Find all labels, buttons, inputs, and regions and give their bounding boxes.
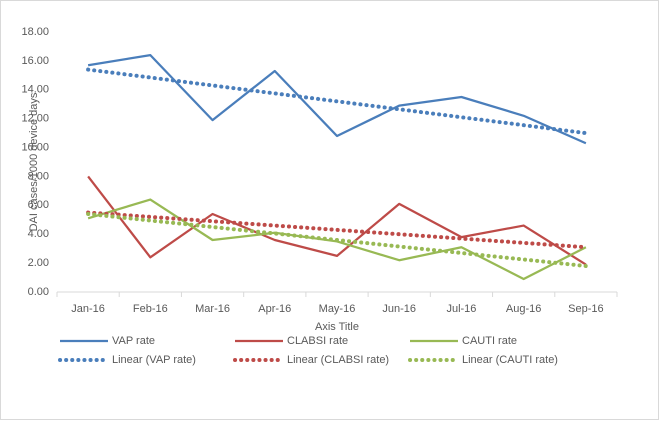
x-tick-label: Mar-16 (195, 303, 230, 315)
x-tick-label: Sep-16 (568, 303, 603, 315)
trend-line (86, 210, 588, 250)
trend-line (86, 212, 588, 268)
legend-label: Linear (CLABSI rate) (287, 354, 389, 366)
y-tick-label: 14.00 (21, 84, 49, 96)
y-tick-label: 8.00 (28, 170, 49, 182)
y-tick-label: 12.00 (21, 113, 49, 125)
legend-label: CAUTI rate (462, 335, 517, 347)
x-tick-label: Feb-16 (133, 303, 168, 315)
legend-label: Linear (CAUTI rate) (462, 354, 558, 366)
y-axis-title: DAI cases/1000 device days (28, 92, 40, 231)
legend-label: VAP rate (112, 335, 155, 347)
series-line (87, 175, 587, 266)
series-line (87, 53, 587, 145)
x-axis-title: Axis Title (315, 321, 359, 333)
y-tick-label: 0.00 (28, 286, 49, 298)
x-tick-label: Jan-16 (71, 303, 105, 315)
y-tick-label: 16.00 (21, 55, 49, 67)
x-tick-label: Aug-16 (506, 303, 541, 315)
trend-line (86, 67, 588, 136)
x-tick-label: Jun-16 (382, 303, 416, 315)
legend-label: Linear (VAP rate) (112, 354, 196, 366)
y-tick-label: 6.00 (28, 199, 49, 211)
x-tick-label: May-16 (319, 303, 356, 315)
x-tick-label: Apr-16 (258, 303, 291, 315)
y-tick-label: 18.00 (21, 26, 49, 38)
y-tick-label: 2.00 (28, 257, 49, 269)
x-tick-label: Jul-16 (446, 303, 476, 315)
y-tick-label: 4.00 (28, 228, 49, 240)
y-tick-label: 10.00 (21, 141, 49, 153)
legend-label: CLABSI rate (287, 335, 348, 347)
